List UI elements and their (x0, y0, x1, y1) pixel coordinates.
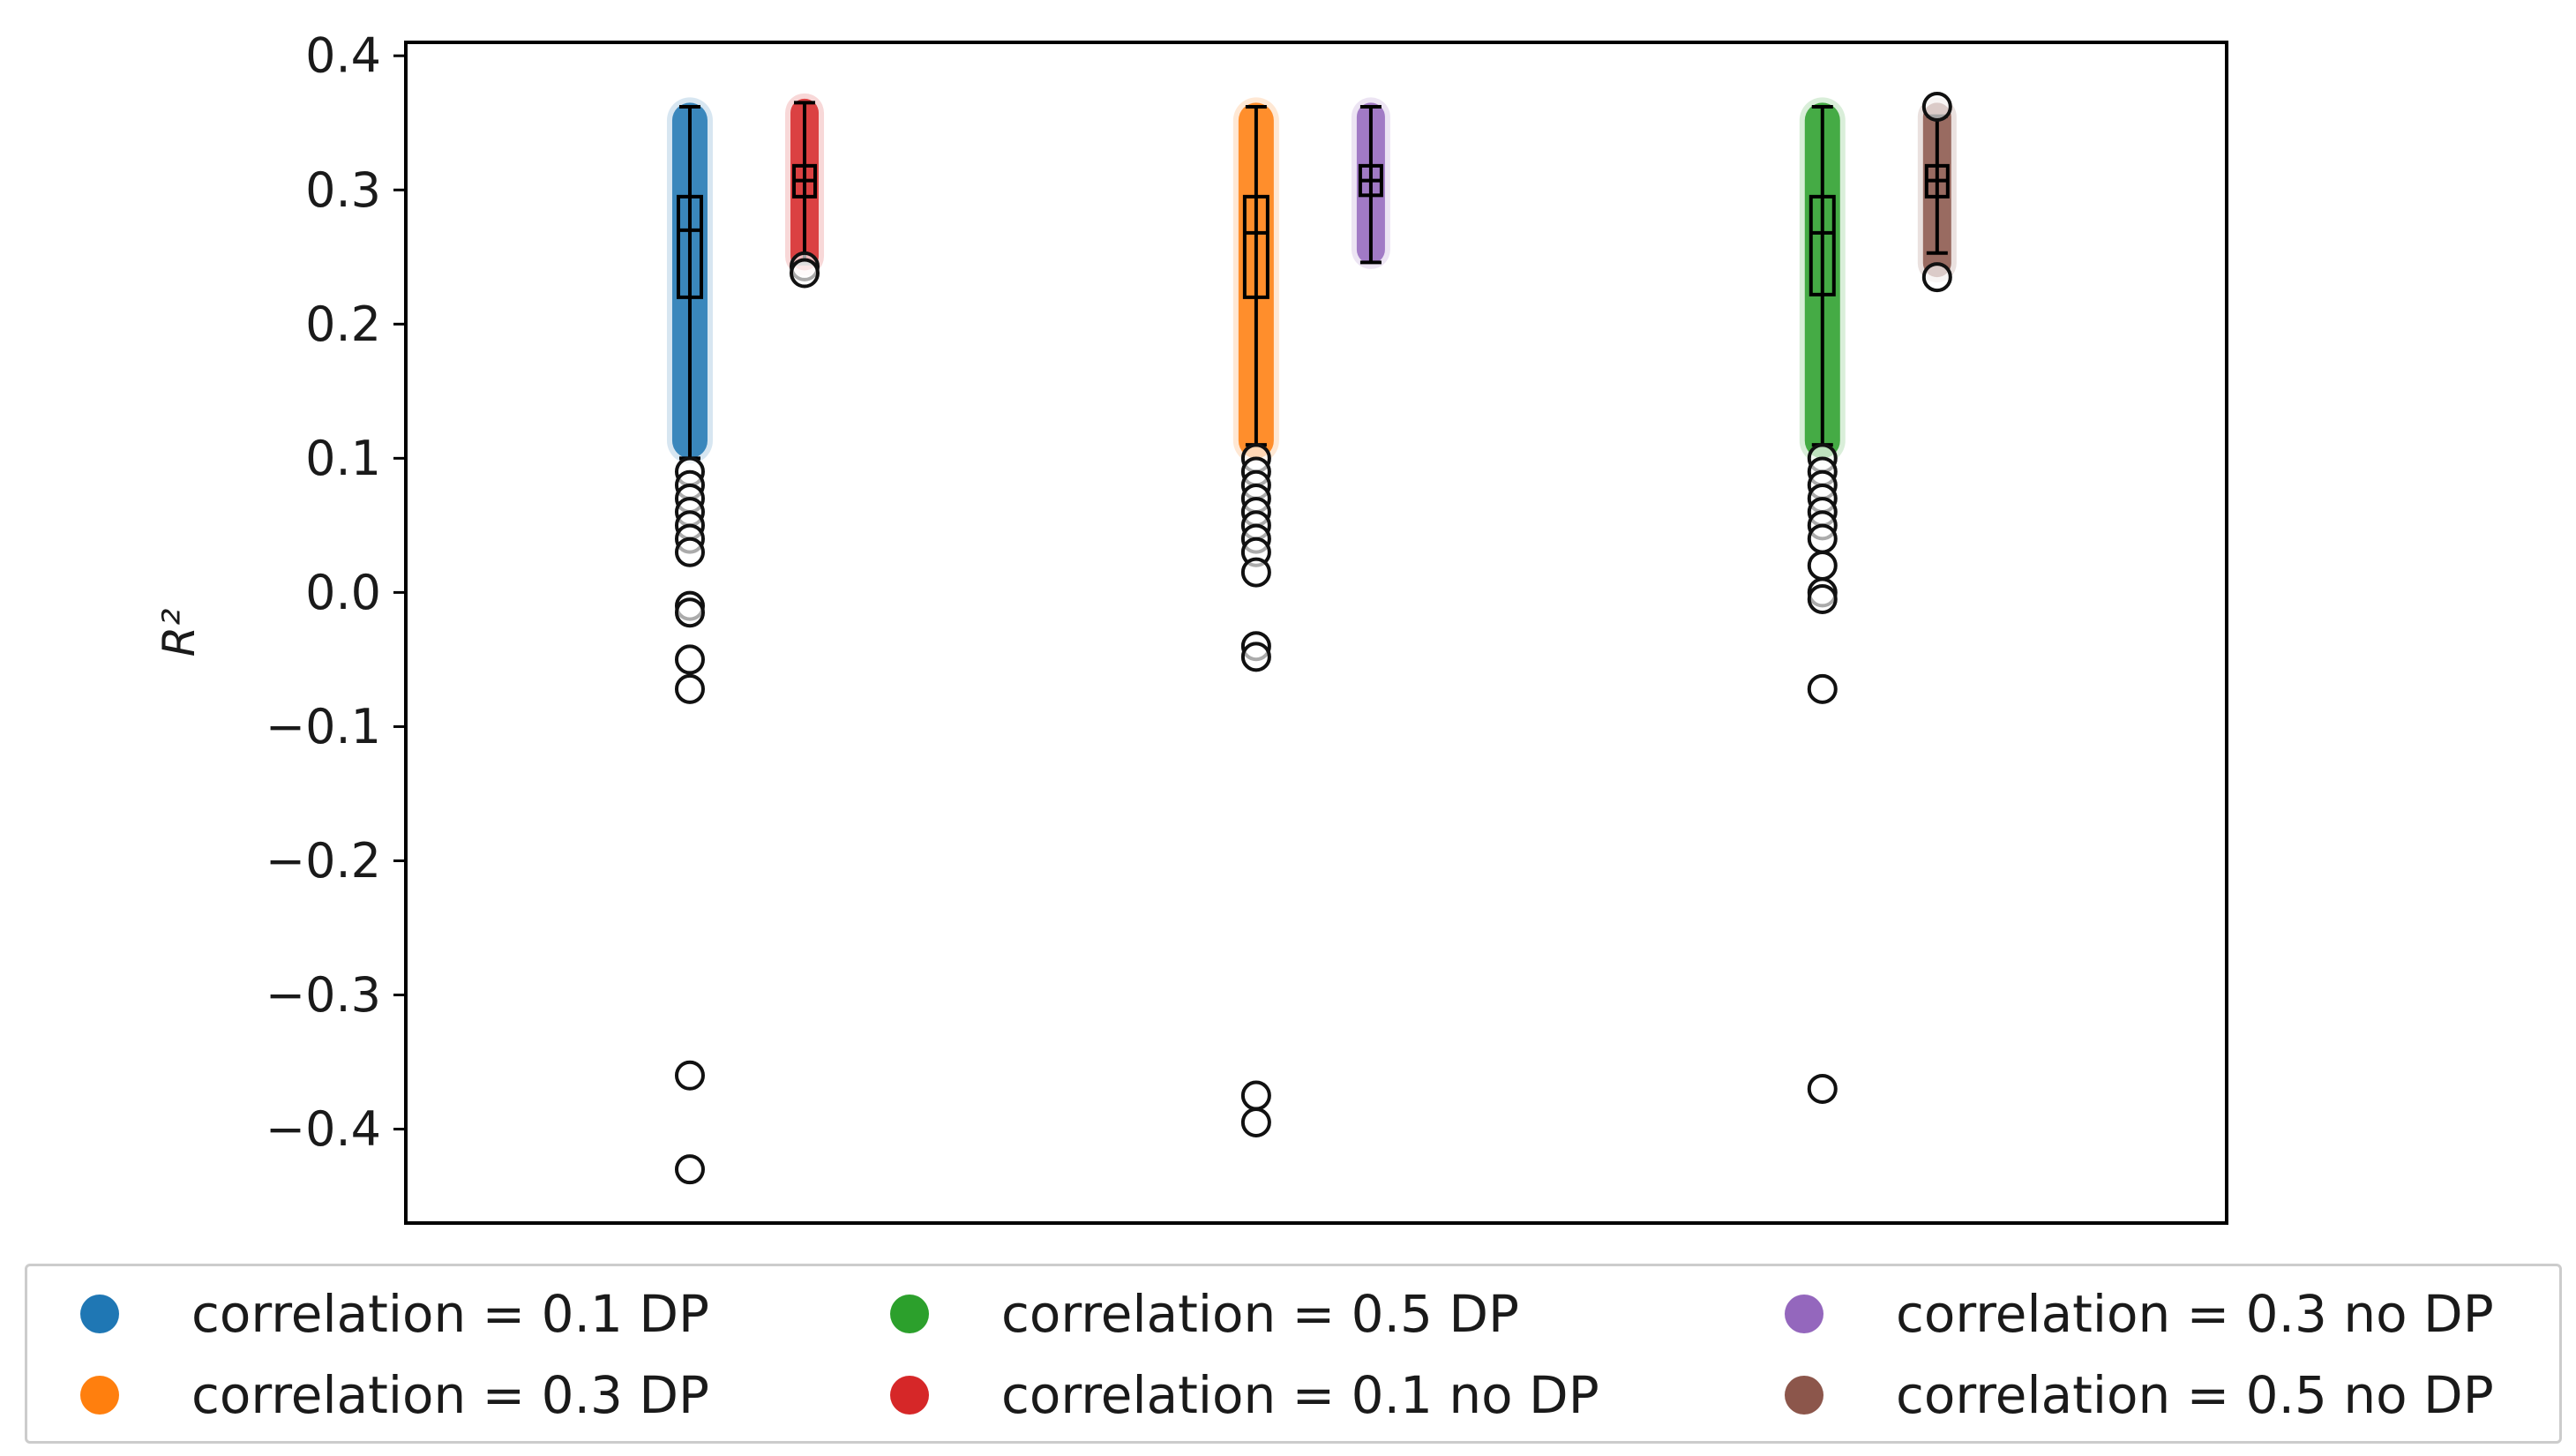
box (1242, 194, 1269, 299)
outlier-point (1921, 91, 1952, 122)
legend-item-0-1-no-dp: correlation = 0.1 no DP (890, 1355, 1599, 1436)
legend-item-0-5-no-dp: correlation = 0.5 no DP (1785, 1355, 2494, 1436)
legend-label: correlation = 0.5 DP (1001, 1284, 1519, 1344)
outlier-point (674, 673, 705, 704)
chart-marks (666, 91, 1957, 1185)
legend-marker (80, 1295, 119, 1333)
legend-label: correlation = 0.5 no DP (1896, 1365, 2494, 1425)
legend-label: correlation = 0.1 no DP (1001, 1365, 1599, 1425)
outlier-point (1240, 642, 1271, 672)
outlier-point (674, 597, 705, 628)
box (1808, 194, 1836, 296)
legend-marker (890, 1376, 929, 1415)
outlier-point (674, 537, 705, 567)
legend-item-0-5-dp: correlation = 0.5 DP (890, 1273, 1519, 1355)
legend-item-0-1-dp: correlation = 0.1 DP (80, 1273, 709, 1355)
legend-item-0-3-no-dp: correlation = 0.3 no DP (1785, 1273, 2494, 1355)
outlier-point (1807, 673, 1838, 704)
outlier-point (1240, 1080, 1271, 1111)
box-correlation-0-5-dp (1799, 97, 1846, 1104)
y-tick-label: 0.1 (305, 431, 381, 486)
legend-marker (1785, 1376, 1823, 1415)
chart-svg: 0.4 0.3 0.2 0.1 0.0 −0.1 −0.2 −0.3 −0.4 R² (154, 28, 2228, 1225)
y-axis: 0.4 0.3 0.2 0.1 0.0 −0.1 −0.2 −0.3 −0.4 (266, 28, 406, 1157)
outlier-point (1807, 1073, 1838, 1104)
legend-marker (890, 1295, 929, 1333)
outlier-point (790, 258, 820, 289)
y-tick-label: 0.0 (305, 565, 381, 620)
legend-item-0-3-dp: correlation = 0.3 DP (80, 1355, 709, 1436)
legend-label: correlation = 0.1 DP (191, 1284, 709, 1344)
y-tick-label: 0.4 (305, 28, 381, 84)
outlier-point (674, 1154, 705, 1185)
outlier-point (1807, 523, 1838, 554)
box-correlation-0-1-dp (666, 97, 713, 1185)
legend: correlation = 0.1 DP correlation = 0.3 D… (25, 1264, 2562, 1444)
box-correlation-0-3-dp (1232, 97, 1279, 1137)
outlier-point (1240, 557, 1271, 588)
y-tick-label: −0.2 (266, 833, 381, 889)
box-correlation-0-5-no-dp (1917, 91, 1957, 293)
legend-label: correlation = 0.3 DP (191, 1365, 709, 1425)
y-tick-label: −0.4 (266, 1101, 381, 1157)
legend-marker (1785, 1295, 1823, 1333)
legend-marker (80, 1376, 119, 1415)
outlier-point (1807, 583, 1838, 614)
outlier-point (674, 644, 705, 675)
box-correlation-0-3-no-dp (1351, 97, 1390, 269)
box-correlation-0-1-no-dp (785, 93, 825, 289)
y-tick-label: −0.1 (266, 699, 381, 754)
legend-label: correlation = 0.3 no DP (1896, 1284, 2494, 1344)
outlier-point (674, 1060, 705, 1091)
outlier-point (1921, 262, 1952, 293)
outlier-point (1807, 550, 1838, 581)
y-tick-label: 0.3 (305, 162, 381, 218)
y-axis-title: R² (154, 609, 205, 657)
y-tick-label: 0.2 (305, 296, 381, 352)
box (676, 194, 703, 299)
y-tick-label: −0.3 (266, 967, 381, 1023)
outlier-point (1240, 1107, 1271, 1137)
